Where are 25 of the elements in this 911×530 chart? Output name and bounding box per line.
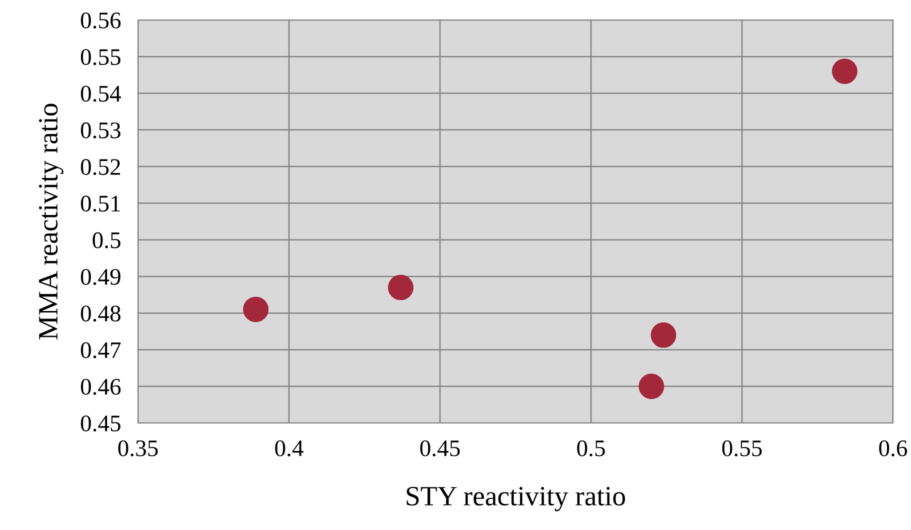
y-tick-label: 0.56 <box>80 12 121 29</box>
point <box>832 58 858 84</box>
x-tick-label: 0.55 <box>722 440 762 456</box>
y-tick-label: 0.46 <box>80 378 121 395</box>
point <box>650 322 676 348</box>
y-tick-label: 0.52 <box>80 159 120 176</box>
x-tick-label: 0.5 <box>577 440 605 456</box>
point <box>638 374 664 400</box>
x-tick-label: 0.35 <box>118 440 158 456</box>
x-tick-label: 0.45 <box>420 440 460 456</box>
point <box>388 274 414 300</box>
point <box>243 296 269 322</box>
y-tick-label: 0.55 <box>80 49 120 66</box>
y-tick-label: 0.5 <box>92 232 120 248</box>
y-tick-label: 0.48 <box>80 306 120 322</box>
y-tick-label: 0.53 <box>80 122 120 138</box>
y-tick-label: 0.51 <box>80 196 120 212</box>
x-axis-title: STY reactivity ratio <box>406 486 625 512</box>
y-tick-label: 0.49 <box>80 268 120 285</box>
x-tick-label: 0.4 <box>275 440 304 456</box>
x-tick-label: 0.6 <box>879 440 908 456</box>
y-axis-title: MMA reactivity ratio <box>38 104 64 340</box>
y-tick-label: 0.54 <box>80 86 121 102</box>
y-tick-label: 0.47 <box>80 342 121 358</box>
y-tick-label: 0.45 <box>80 415 120 432</box>
